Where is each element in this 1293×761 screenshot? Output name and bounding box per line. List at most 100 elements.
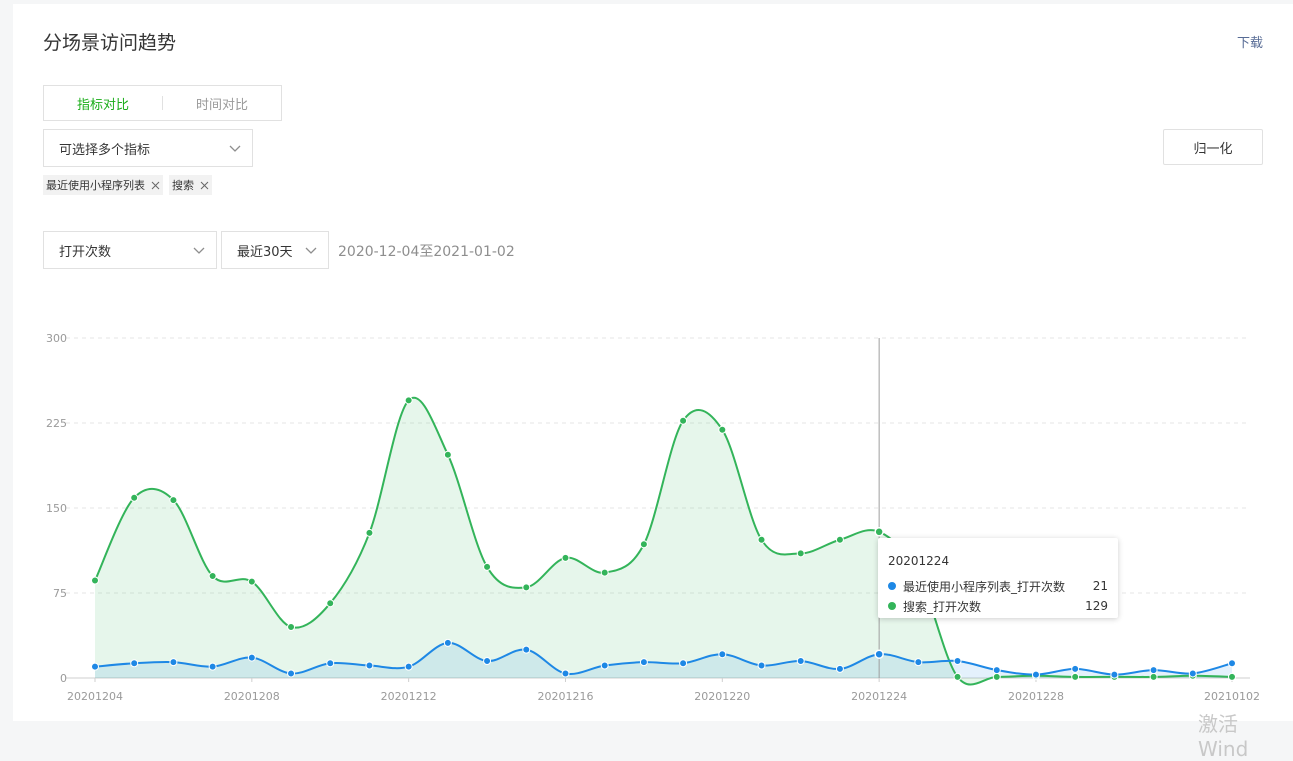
y-tick-label: 0: [60, 672, 67, 685]
date-range-text: 2020-12-04至2021-01-02: [338, 244, 515, 260]
data-point: [1228, 672, 1236, 681]
data-point: [874, 527, 884, 537]
data-point: [679, 659, 688, 668]
x-tick-label: 20201208: [224, 690, 280, 703]
tag-search: 搜索: [169, 175, 212, 195]
time-range-value: 最近30天: [237, 244, 293, 260]
x-tick-label: 20201220: [694, 690, 750, 703]
download-link[interactable]: 下载: [1236, 36, 1263, 51]
x-tick-label: 20201228: [1008, 690, 1064, 703]
series-dot: [888, 582, 896, 590]
y-tick-label: 150: [46, 502, 67, 515]
tooltip-series-value: 129: [1085, 599, 1108, 613]
data-point: [443, 638, 452, 647]
data-point: [287, 623, 296, 631]
data-point: [169, 496, 178, 505]
data-point: [365, 661, 374, 670]
tooltip-series-value: 21: [1092, 579, 1108, 593]
data-point: [796, 657, 805, 665]
data-point: [326, 659, 335, 668]
tab-metric-compare[interactable]: 指标对比: [76, 97, 129, 113]
data-point: [1149, 672, 1158, 681]
trend-card: 分场景访问趋势 下载 指标对比 时间对比 可选择多个指标 最近使用小程序列表 搜…: [13, 4, 1293, 721]
metric-type-select[interactable]: 打开次数: [43, 231, 217, 269]
data-point: [953, 657, 962, 665]
tag-label: 最近使用小程序列表: [46, 179, 145, 192]
data-point: [365, 528, 374, 537]
data-point: [483, 657, 492, 665]
data-point: [561, 669, 570, 678]
data-point: [718, 425, 727, 434]
x-tick-label: 20201224: [851, 690, 907, 703]
chart-tooltip: 20201224 最近使用小程序列表_打开次数 21 搜索_打开次数 129: [878, 538, 1118, 618]
metric-type-value: 打开次数: [59, 244, 112, 260]
data-point: [208, 572, 217, 580]
data-point: [1071, 664, 1080, 673]
tag-label: 搜索: [172, 179, 194, 192]
data-point: [208, 662, 217, 671]
data-point: [522, 645, 531, 654]
data-point: [757, 535, 766, 544]
tag-recent-miniprograms: 最近使用小程序列表: [43, 175, 163, 195]
series-line: [94, 396, 1233, 686]
data-point: [247, 653, 256, 662]
close-icon[interactable]: [151, 181, 160, 190]
data-point: [443, 450, 452, 459]
segment-divider: [162, 96, 163, 110]
chevron-down-icon: [229, 145, 241, 152]
data-point: [914, 658, 923, 667]
tooltip-date: 20201224: [888, 554, 950, 568]
data-point: [835, 664, 844, 673]
compare-mode-toggle: 指标对比 时间对比: [43, 85, 282, 121]
data-point: [679, 416, 688, 425]
x-tick-label: 20210102: [1204, 690, 1260, 703]
series-area: [95, 642, 1232, 678]
tooltip-series-label: 搜索_打开次数: [903, 599, 982, 614]
x-tick-label: 20201216: [537, 690, 593, 703]
x-tick-label: 20201212: [381, 690, 437, 703]
y-tick-label: 75: [53, 587, 67, 600]
tooltip-row: 搜索_打开次数 129: [888, 598, 1108, 614]
data-point: [992, 666, 1001, 675]
data-point: [169, 658, 178, 667]
data-point: [600, 661, 609, 670]
data-point: [1188, 669, 1197, 678]
series-dot: [888, 602, 896, 610]
data-point: [247, 577, 256, 586]
data-point: [796, 549, 805, 558]
activation-watermark: 激活 Wind: [1198, 712, 1249, 761]
data-point: [639, 540, 648, 549]
data-point: [404, 396, 413, 405]
close-icon[interactable]: [200, 181, 209, 190]
metric-multiselect[interactable]: 可选择多个指标: [43, 129, 253, 167]
data-point: [326, 599, 335, 608]
data-point: [404, 662, 413, 671]
page-title: 分场景访问趋势: [43, 32, 177, 54]
data-point: [483, 562, 492, 571]
y-tick-label: 225: [46, 417, 67, 430]
trend-chart[interactable]: 0 75 150 225 300 20201204 20201208 20201212 2020…: [0, 0, 1293, 721]
tooltip-series-label: 最近使用小程序列表_打开次数: [903, 579, 1066, 594]
series-area: [95, 397, 1232, 685]
normalize-button[interactable]: 归一化: [1163, 129, 1263, 165]
x-tick-label: 20201204: [67, 690, 123, 703]
data-point: [1228, 659, 1236, 668]
data-point: [835, 535, 844, 544]
data-point: [1071, 672, 1080, 681]
data-point: [718, 650, 727, 659]
chevron-down-icon: [193, 247, 205, 254]
data-point: [1149, 666, 1158, 675]
tab-time-compare[interactable]: 时间对比: [195, 97, 248, 113]
data-point: [287, 669, 296, 678]
chevron-down-icon: [305, 247, 317, 254]
time-range-select[interactable]: 最近30天: [221, 231, 329, 269]
data-point: [522, 583, 531, 592]
data-point: [992, 672, 1001, 681]
data-point: [91, 576, 99, 585]
tooltip-row: 最近使用小程序列表_打开次数 21: [888, 578, 1108, 594]
metric-multiselect-placeholder: 可选择多个指标: [59, 142, 151, 158]
data-point: [953, 672, 962, 681]
data-point: [757, 661, 766, 670]
y-tick-label: 300: [46, 332, 67, 345]
data-point: [600, 568, 609, 577]
